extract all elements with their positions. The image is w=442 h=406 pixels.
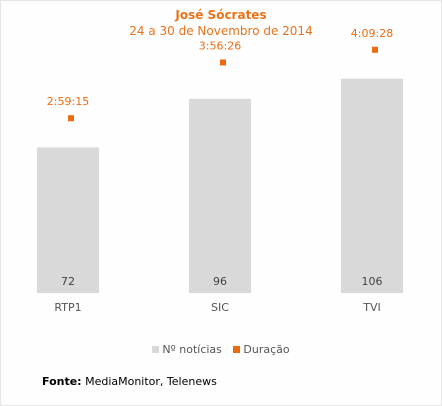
chart-plot: 72 RTP1 2:59:15 96 SIC 3:56:26 106 TVI 4:09:28 xyxy=(37,27,403,314)
duration-marker-tvi xyxy=(372,46,378,53)
legend-swatch-noticias xyxy=(152,346,160,353)
legend-label-duracao: Duração xyxy=(243,343,290,356)
chart-title: José Sócrates xyxy=(175,8,267,22)
bar-value-label: 96 xyxy=(213,275,227,288)
source-note: Fonte: MediaMonitor, Telenews xyxy=(42,375,217,388)
duration-marker-sic xyxy=(220,59,226,66)
duration-marker-rtp1 xyxy=(68,115,74,122)
x-tick-label: RTP1 xyxy=(54,301,81,314)
source-label: Fonte: xyxy=(42,375,82,388)
source-text: MediaMonitor, Telenews xyxy=(81,375,217,388)
bar-value-label: 106 xyxy=(362,275,383,288)
bar-sic xyxy=(189,98,251,293)
duration-label: 2:59:15 xyxy=(47,95,89,108)
x-tick-label: SIC xyxy=(211,301,229,314)
bar-value-label: 72 xyxy=(61,275,75,288)
bar-rtp1 xyxy=(37,147,99,293)
legend-label-noticias: Nº notícias xyxy=(162,343,222,356)
legend-item-duracao: Duração xyxy=(233,343,290,356)
chart-subtitle: 24 a 30 de Novembro de 2014 xyxy=(129,24,313,38)
chart-legend: Nº notícias Duração xyxy=(0,343,442,356)
duration-label: 3:56:26 xyxy=(199,39,241,52)
x-tick-label: TVI xyxy=(362,301,381,314)
legend-swatch-duracao xyxy=(233,346,241,353)
duration-label: 4:09:28 xyxy=(351,27,393,40)
legend-item-noticias: Nº notícias xyxy=(152,343,222,356)
bar-tvi xyxy=(341,78,403,294)
